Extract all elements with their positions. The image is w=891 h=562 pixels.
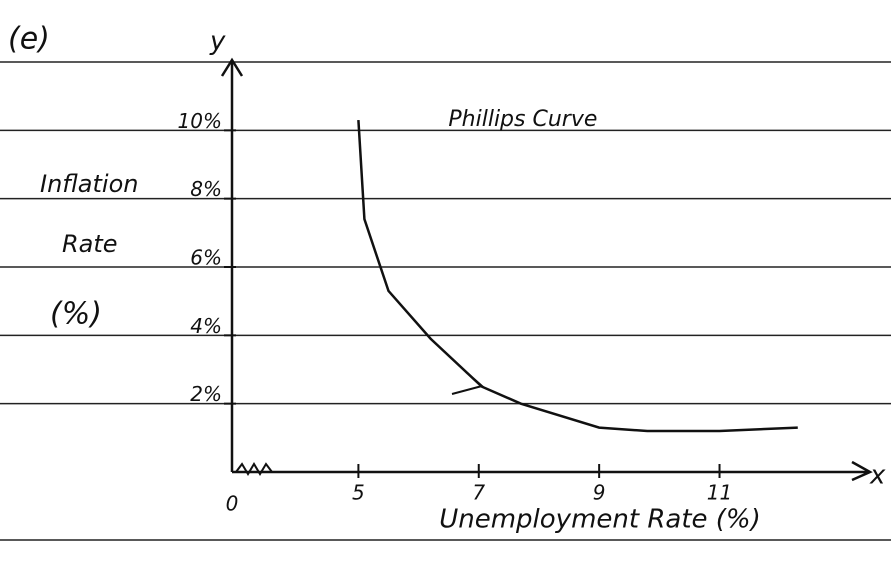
x-tick-label: 7 (472, 481, 485, 505)
y-axis-arrow (220, 57, 244, 77)
curve-label: Phillips Curve (448, 107, 597, 132)
x-axis-label: Unemployment Rate (%) (439, 505, 761, 535)
y-tick-label: 10% (178, 109, 222, 133)
part-label: (e) (8, 22, 50, 57)
curve (357, 120, 798, 433)
y-tick-label: 8% (190, 177, 222, 201)
y-axis-label: (%) (50, 297, 102, 332)
x-axis-letter: x (869, 461, 886, 491)
y-tick-label: 2% (190, 382, 222, 406)
y-axis-letter: y (209, 27, 226, 57)
y-tick-label: 4% (190, 314, 222, 338)
x-tick-label: 11 (707, 481, 732, 505)
x-tick-label: 5 (352, 481, 365, 505)
y-axis-label: Inflation (40, 170, 138, 198)
x-axis (232, 460, 873, 482)
axis-break (235, 462, 273, 476)
y-axis-label: Rate (62, 230, 118, 258)
y-tick-label: 6% (190, 246, 222, 270)
origin-label: 0 (226, 492, 239, 516)
x-tick-label: 9 (593, 481, 606, 505)
